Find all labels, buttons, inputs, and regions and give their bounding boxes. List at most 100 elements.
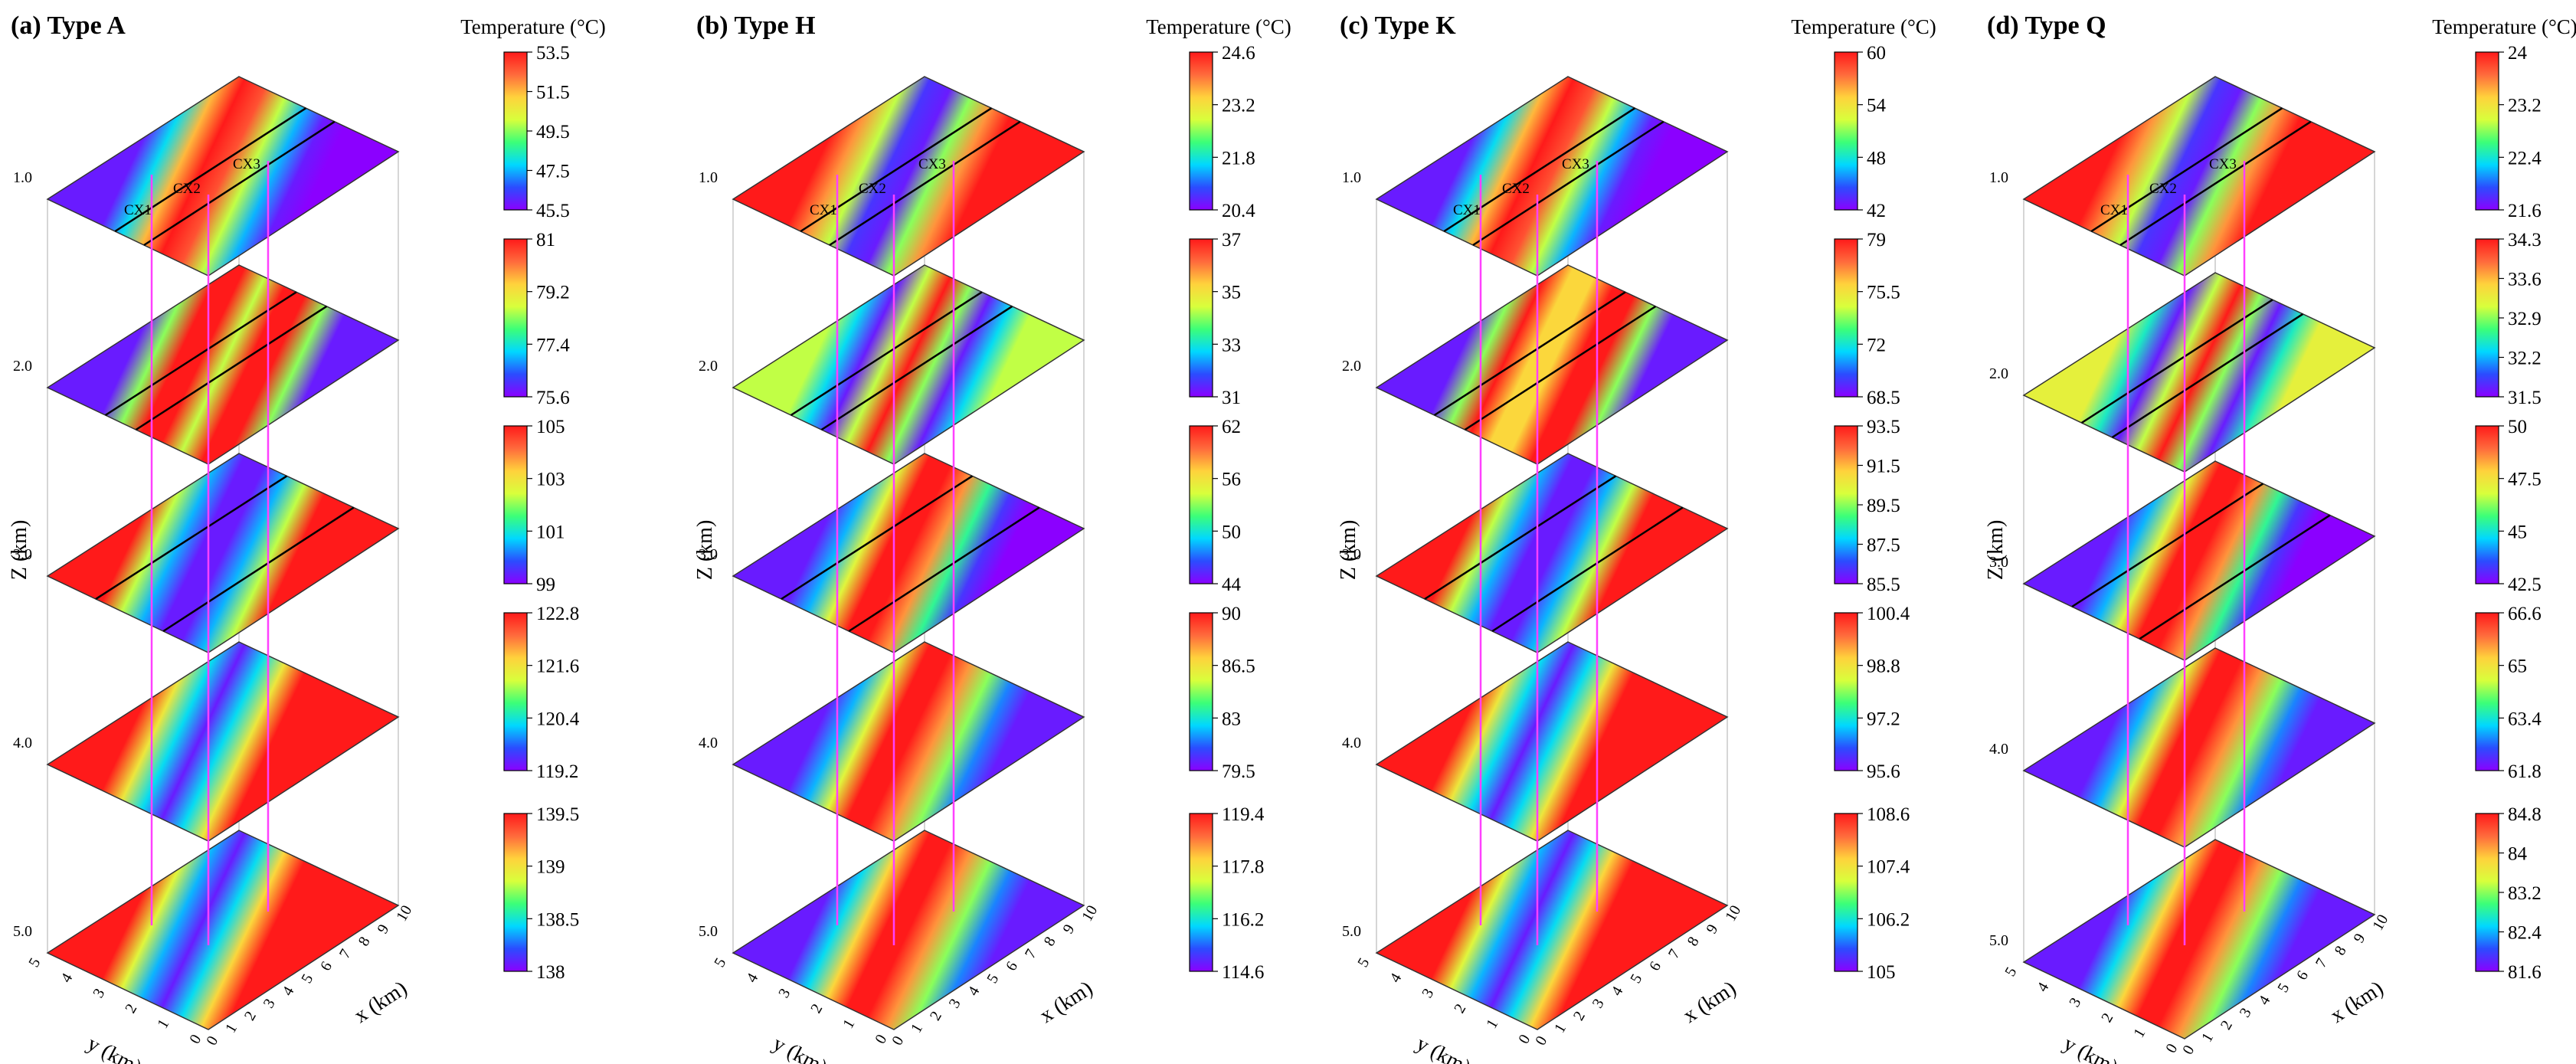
fault-line xyxy=(820,305,1013,431)
y-tick-label: 1 xyxy=(154,1017,172,1032)
colorbar-tick-label: 32.9 xyxy=(2508,309,2542,329)
colorbar-tick-label: 42 xyxy=(1867,201,1886,221)
fault-line xyxy=(2071,483,2264,608)
colorbar-tick-label: 87.5 xyxy=(1867,535,1900,556)
colorbar-tick-label: 31 xyxy=(1222,388,1241,408)
fault-line xyxy=(790,291,983,417)
colorbar-tick-label: 31.5 xyxy=(2508,388,2542,408)
colorbar xyxy=(2475,813,2499,972)
well-label: CX1 xyxy=(810,202,837,218)
z-axis-label: Z (km) xyxy=(1984,520,2008,581)
x-axis-label: x (km) xyxy=(1679,977,1740,1028)
x-tick-label: 0 xyxy=(1532,1033,1550,1049)
colorbar-tick-label: 105 xyxy=(536,417,565,437)
y-tick-label: 1 xyxy=(840,1017,858,1032)
colorbar xyxy=(2475,425,2499,584)
colorbar xyxy=(1189,813,1213,972)
colorbar-tick-label: 117.8 xyxy=(1222,857,1264,878)
y-tick-label: 4 xyxy=(743,971,761,986)
fault-line xyxy=(135,305,328,431)
colorbar xyxy=(1834,425,1858,584)
fault-line xyxy=(104,291,297,417)
x-tick-label: 1 xyxy=(2198,1030,2217,1046)
colorbar-tick-label: 65 xyxy=(2508,656,2527,677)
colorbar xyxy=(503,425,528,584)
fault-line xyxy=(143,120,336,247)
colorbar-tick-label: 91.5 xyxy=(1867,457,1900,477)
well-label: CX3 xyxy=(918,156,946,172)
z-tick-label: 3.0 xyxy=(1342,546,1361,563)
colorbar-tick-label: 33.6 xyxy=(2508,270,2542,290)
colorbar-tick-label: 93.5 xyxy=(1867,417,1900,437)
panel-title: (a) Type A xyxy=(11,11,126,40)
temperature-layer-5 xyxy=(732,830,1085,1030)
x-tick-label: 6 xyxy=(1003,959,1021,974)
colorbar-tick-label: 24 xyxy=(2508,43,2528,64)
colorbar-tick-label: 86.5 xyxy=(1222,656,1255,677)
colorbar-tick-label: 138.5 xyxy=(536,909,579,930)
colorbar-tick-label: 81.6 xyxy=(2508,962,2542,983)
y-tick-label: 3 xyxy=(1419,986,1437,1001)
colorbar-tick-label: 33 xyxy=(1222,335,1241,355)
colorbar-tick-label: 75.6 xyxy=(536,388,570,408)
z-tick-label: 1.0 xyxy=(13,169,32,186)
x-tick-label: 5 xyxy=(1627,971,1645,987)
y-tick-label: 3 xyxy=(90,986,108,1001)
x-tick-label: 4 xyxy=(279,984,297,999)
x-tick-label: 3 xyxy=(1589,996,1608,1011)
colorbar-tick-label: 62 xyxy=(1222,417,1241,437)
x-tick-label: 8 xyxy=(2332,943,2350,958)
fault-line xyxy=(1472,120,1664,247)
colorbar-tick-label: 95.6 xyxy=(1867,761,1900,782)
z-tick-label: 2.0 xyxy=(1342,358,1361,375)
x-axis-label: x (km) xyxy=(2326,977,2388,1028)
colorbar-tick-label: 45 xyxy=(2508,522,2527,542)
z-tick-label: 1.0 xyxy=(1342,169,1361,186)
z-axis-label: Z (km) xyxy=(1337,520,1360,581)
colorbar-tick-label: 138 xyxy=(536,962,565,983)
colorbar xyxy=(2475,51,2499,211)
x-tick-label: 8 xyxy=(1041,934,1059,949)
y-tick-label: 2 xyxy=(807,1001,826,1017)
panel-0: (a) Type A Temperature (°C) Z (km) 5.0 4.0 3.… xyxy=(8,11,606,1064)
colorbar-tick-label: 108.6 xyxy=(1867,804,1910,825)
colorbar-tick-label: 105 xyxy=(1867,962,1896,983)
x-tick-label: 5 xyxy=(298,971,316,987)
colorbar xyxy=(503,51,528,211)
colorbar-tick-label: 139 xyxy=(536,857,565,878)
colorbar-tick-label: 42.5 xyxy=(2508,575,2542,595)
colorbar-tick-label: 21.8 xyxy=(1222,148,1255,169)
colorbar-tick-label: 47.5 xyxy=(536,162,570,182)
x-tick-label: 7 xyxy=(1665,946,1684,961)
z-tick-label: 2.0 xyxy=(1989,365,2008,382)
colorbar-tick-label: 54 xyxy=(1867,96,1887,116)
colorbar-tick-label: 51.5 xyxy=(536,83,570,103)
colorbar-tick-label: 83.2 xyxy=(2508,883,2542,904)
z-tick-label: 2.0 xyxy=(13,358,32,375)
z-axis-label: Z (km) xyxy=(8,520,31,581)
colorbar-tick-label: 44 xyxy=(1222,575,1242,595)
y-tick-label: 4 xyxy=(1386,971,1405,986)
colorbar-title: Temperature (°C) xyxy=(460,15,606,38)
colorbar xyxy=(1189,612,1213,771)
fault-line xyxy=(800,107,993,233)
z-tick-label: 3.0 xyxy=(13,546,32,563)
z-tick-label: 5.0 xyxy=(1989,932,2008,949)
colorbar-tick-label: 49.5 xyxy=(536,122,570,142)
colorbar-tick-label: 114.6 xyxy=(1222,962,1264,983)
x-tick-label: 3 xyxy=(2237,1005,2255,1020)
well-label: CX3 xyxy=(2209,156,2237,172)
colorbar-tick-label: 66.6 xyxy=(2508,604,2542,624)
fault-line xyxy=(829,120,1021,247)
z-tick-label: 3.0 xyxy=(1989,554,2008,571)
x-tick-label: 0 xyxy=(889,1033,907,1049)
colorbar-tick-label: 45.5 xyxy=(536,201,570,221)
colorbar-tick-label: 53.5 xyxy=(536,43,570,64)
panel-3: (d) Type Q Temperature (°C) Z (km) 5.0 4.0 3.… xyxy=(1984,11,2576,1064)
z-tick-label: 3.0 xyxy=(699,546,718,563)
temperature-layer-5 xyxy=(1375,830,1729,1030)
colorbar-tick-label: 84 xyxy=(2508,844,2528,865)
colorbar-tick-label: 79.2 xyxy=(536,283,570,303)
colorbar-tick-label: 48 xyxy=(1867,148,1886,169)
